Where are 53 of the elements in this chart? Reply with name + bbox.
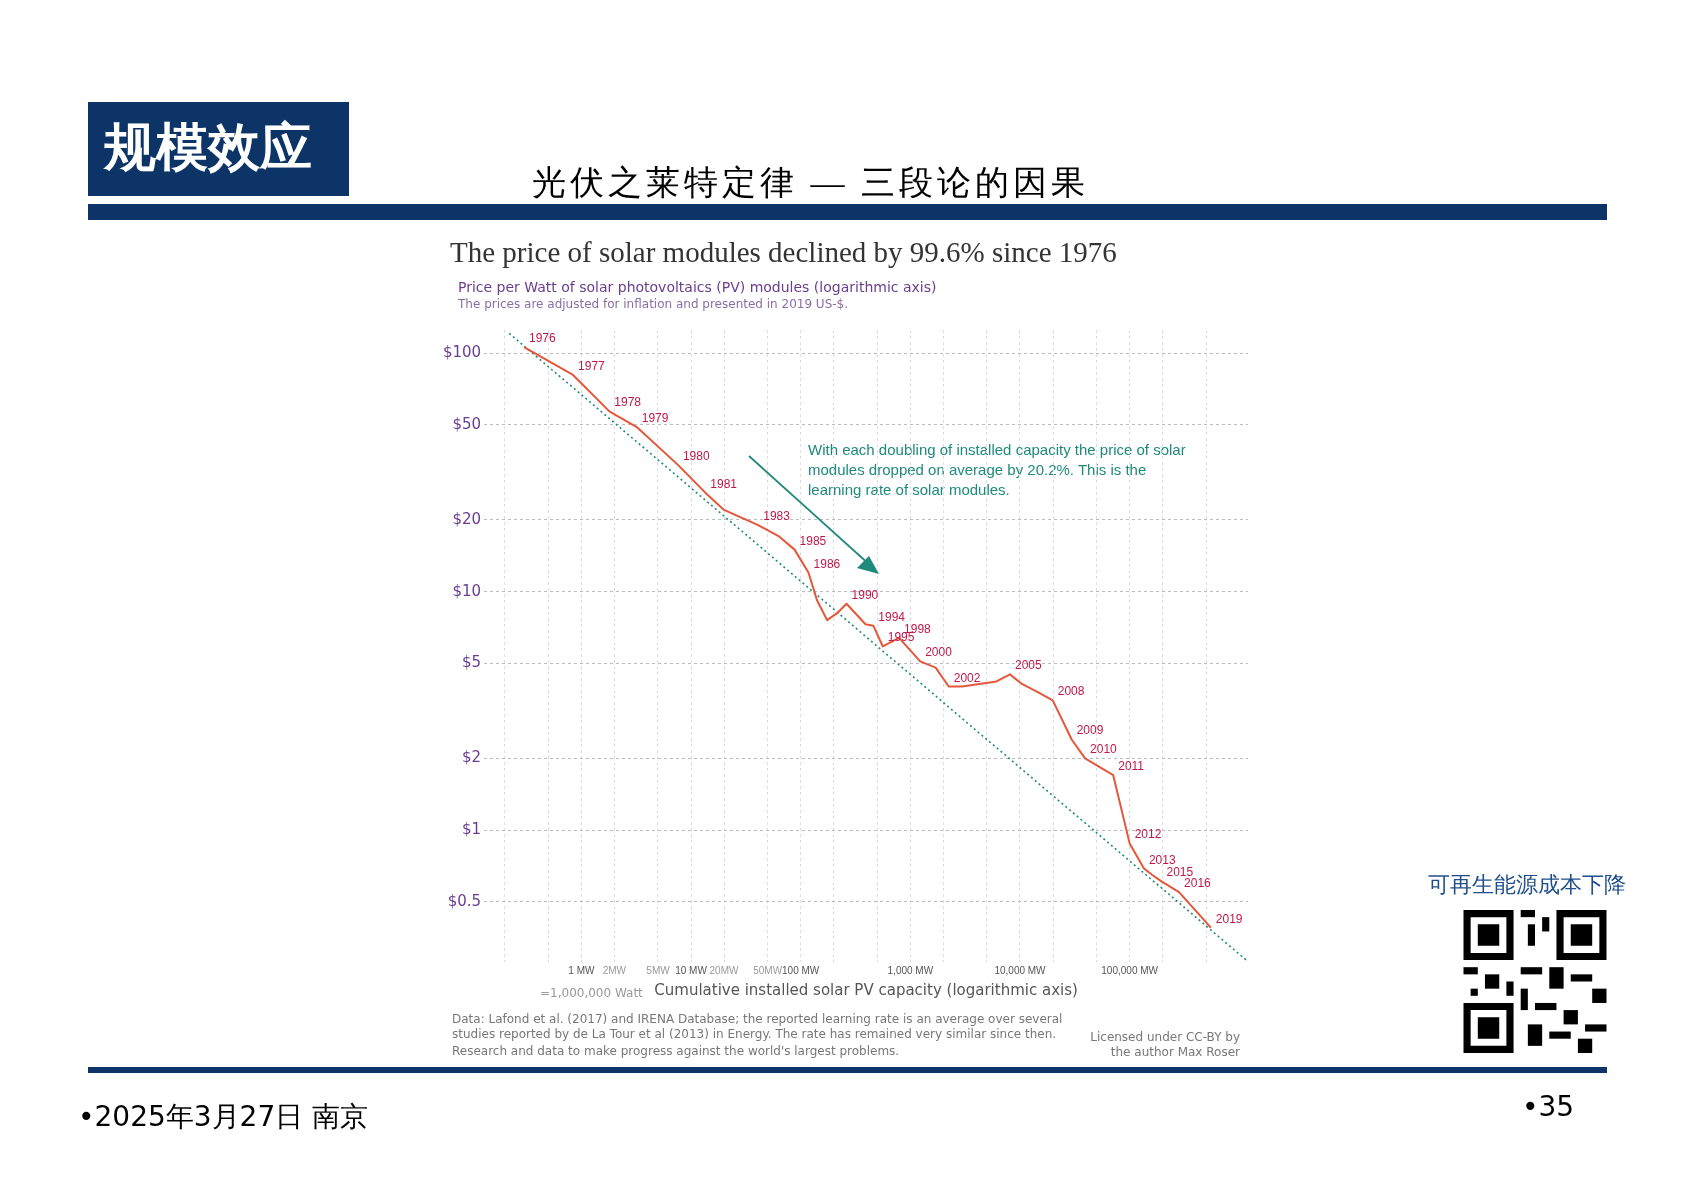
text: Research and data to make progress against the world's largest problems. <box>452 1044 900 1058</box>
annotation: 2010 <box>1090 742 1118 757</box>
x-tick-label: 10 MW <box>675 964 708 976</box>
text: Data: Lafond et al. (2017) and IRENA Database; the reported learning rate is an average over several studies reported by de La Tour et al (2013) in Energy. The rate has remained very similar since then. <box>452 1012 1064 1042</box>
y-tick-label: $10 <box>452 581 482 600</box>
chart-subtitle: Price per Watt of solar photovoltaics (PV) modules (logarithmic axis) <box>458 279 937 295</box>
y-tick-label: $20 <box>452 509 482 528</box>
annotation: 1979 <box>641 411 669 426</box>
text: •35 <box>1522 1090 1575 1123</box>
x-tick-label: 10,000 MW <box>994 964 1047 976</box>
x-tick-label: 2MW <box>602 964 627 976</box>
text: 可再生能源成本下降 <box>1428 871 1626 899</box>
text: •2025年3月27日 南京 <box>78 1099 369 1135</box>
annotation: 1983 <box>763 509 791 524</box>
x-tick-label: 100,000 MW <box>1101 964 1159 976</box>
x-tick-label: 100 MW <box>782 964 820 976</box>
text: Licensed under CC-BY by the author Max Roser <box>1090 1030 1240 1060</box>
annotation: 2011 <box>1118 759 1145 774</box>
y-tick-label: $0.5 <box>447 891 482 910</box>
annotation: 1978 <box>614 395 642 410</box>
text: 光伏之莱特定律 — 三段论的因果 <box>532 163 1089 203</box>
x-tick-label: 5MW <box>646 964 671 976</box>
y-tick-label: $5 <box>462 653 482 672</box>
x-axis-title: Cumulative installed solar PV capacity (logarithmic axis) <box>654 980 1078 999</box>
annotation: 1985 <box>799 533 827 548</box>
annotation: 2005 <box>1014 658 1042 673</box>
annotation: 2002 <box>953 670 981 685</box>
y-tick-label: $50 <box>452 414 482 433</box>
annotation: 1976 <box>529 331 557 346</box>
y-tick-label: $1 <box>462 820 482 839</box>
annotation: 1990 <box>851 587 879 602</box>
annotation: 1986 <box>813 556 841 571</box>
annotation: 1994 <box>878 609 906 624</box>
annotation: 1980 <box>682 448 710 463</box>
x-tick-label: 20MW <box>709 964 740 976</box>
annotation: 2012 <box>1134 827 1162 842</box>
annotation: 2019 <box>1215 911 1243 926</box>
annotation: 2009 <box>1076 723 1104 738</box>
text: 规模效应 <box>104 116 312 179</box>
chart-title: The price of solar modules declined by 99.6% since 1976 <box>450 236 1117 269</box>
x-tick-label: 50MW <box>753 964 783 976</box>
annotation: 2016 <box>1184 876 1212 891</box>
annotation: 2000 <box>925 645 953 660</box>
y-tick-label: $100 <box>442 343 482 361</box>
annotation: 1981 <box>710 476 738 491</box>
text: The prices are adjusted for inflation and presented in 2019 US-$. <box>458 297 849 311</box>
x-tick-label: 1,000 MW <box>887 964 934 976</box>
y-tick-label: $2 <box>462 748 482 767</box>
annotation: 2008 <box>1057 684 1085 699</box>
text: =1,000,000 Watt <box>540 986 643 1000</box>
x-tick-label: 1 MW <box>568 964 595 976</box>
annotation: 1977 <box>578 358 606 373</box>
annotation: 2013 <box>1148 852 1176 867</box>
